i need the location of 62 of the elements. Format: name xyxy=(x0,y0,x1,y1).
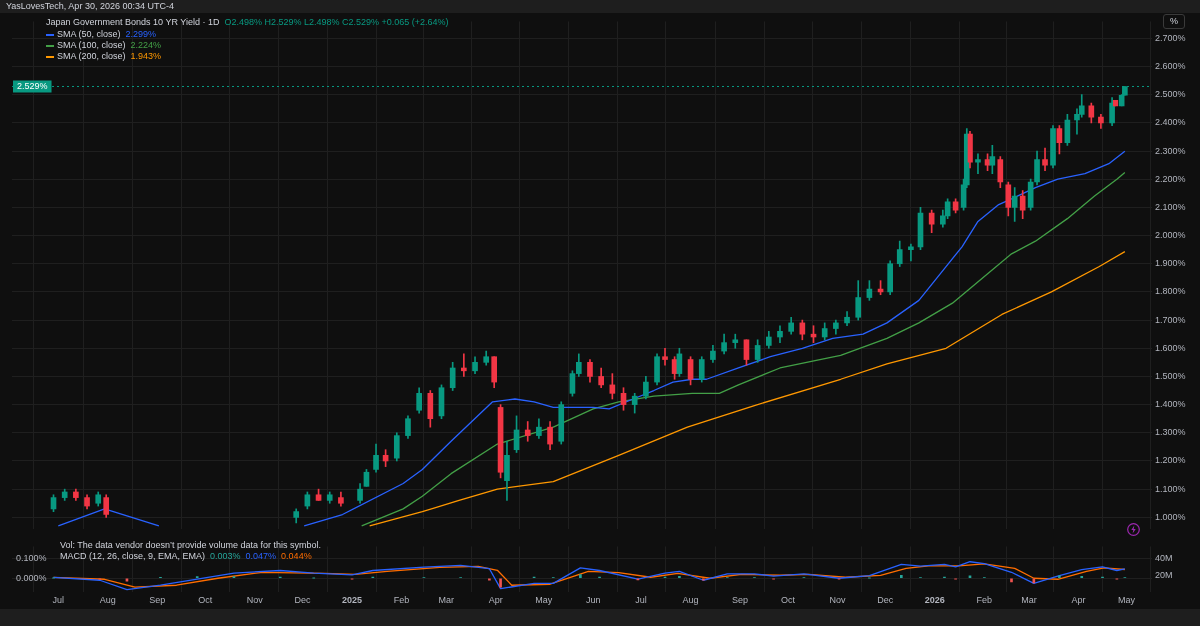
legend-label: SMA (200, close) xyxy=(57,51,126,61)
y-tick-label: 2.200% xyxy=(1155,173,1186,184)
ref-line-label: 2.529% xyxy=(17,80,48,91)
annotation: O2.498% H2.529% L2.498% C2.529% +0.065 (+2.64%) xyxy=(224,17,449,27)
x-tick-label: Dec xyxy=(877,595,894,606)
x-tick-label: Apr xyxy=(1071,595,1086,606)
y-tick-label: 2.400% xyxy=(1155,117,1186,128)
x-tick-label: Apr xyxy=(488,595,503,606)
y-tick-label: 1.700% xyxy=(1155,314,1186,325)
y2-tick-label: 20M xyxy=(1155,570,1173,581)
x-tick-label: Jun xyxy=(585,595,601,606)
y-tick-label: 2.300% xyxy=(1155,145,1186,156)
chart-subtitle: Vol: The data vendor doesn’t provide volume data for this symbol. xyxy=(60,540,321,551)
candlestick xyxy=(1112,99,1119,107)
x-tick-label: Jul xyxy=(635,595,647,606)
y-tick-label: 2.500% xyxy=(1155,89,1186,100)
y-tick-label: 1.600% xyxy=(1155,342,1186,353)
y-tick-label: 1.000% xyxy=(1155,511,1186,522)
x-tick-label: Mar xyxy=(1021,595,1037,606)
x-tick-label: Oct xyxy=(780,595,796,606)
y-tick-label: 1.100% xyxy=(1155,483,1186,494)
x-tick-label: Feb xyxy=(976,595,993,606)
x-tick-label: Nov xyxy=(246,595,264,606)
y-tick-label: 1.200% xyxy=(1155,455,1186,466)
annotation: 2.299% xyxy=(125,29,157,39)
annotation: 0.044% xyxy=(281,551,312,561)
y-tick-label: 1.400% xyxy=(1155,399,1186,410)
chart-subtitle: YasLovesTech, Apr 30, 2026 00:34 UTC-4 xyxy=(6,1,174,11)
y2-tick-label: 40M xyxy=(1155,553,1173,564)
x-tick-label: Dec xyxy=(294,595,312,606)
y-tick-label: 2.000% xyxy=(1155,230,1186,241)
y-tick-label: 2.700% xyxy=(1155,32,1186,43)
y-tick-label: 1.500% xyxy=(1155,370,1186,381)
x-tick-label: Feb xyxy=(393,595,410,606)
text: MACD (12, 26, close, 9, EMA, EMA) xyxy=(60,551,206,561)
x-tick-label: Sep xyxy=(149,595,166,606)
x-tick-label: May xyxy=(1117,595,1136,606)
annotation: 0.047% xyxy=(245,551,277,561)
x-tick-label: 2025 xyxy=(342,595,363,606)
x-tick-label: May xyxy=(535,595,553,606)
x-tick-label: Jul xyxy=(52,595,65,606)
legend-label: SMA (50, close) xyxy=(57,29,121,39)
annotation: 2.224% xyxy=(130,40,162,50)
x-tick-label: Aug xyxy=(99,595,116,606)
x-tick-label: Nov xyxy=(829,595,846,606)
y-tick-label: 1.300% xyxy=(1155,427,1186,438)
x-tick-label: Aug xyxy=(682,595,699,606)
y-tick-label: 1.800% xyxy=(1155,286,1186,297)
x-tick-label: Oct xyxy=(198,595,213,606)
x-tick-label: Sep xyxy=(732,595,749,606)
x-tick-label: Mar xyxy=(438,595,455,606)
y-tick-label: 1.900% xyxy=(1155,258,1186,269)
annotation: 1.943% xyxy=(130,51,162,61)
y-tick-label: 2.600% xyxy=(1155,60,1186,71)
chart-title: Japan Government Bonds 10 YR Yield · 1D xyxy=(46,17,220,27)
legend-label: SMA (100, close) xyxy=(57,40,126,50)
y-tick-label: 0.100% xyxy=(16,552,47,563)
y-tick-label: 0.000% xyxy=(16,572,47,583)
annotation: 0.003% xyxy=(210,551,241,561)
y-axis-title: % xyxy=(1163,14,1186,29)
y-tick-label: 2.100% xyxy=(1155,201,1186,212)
x-tick-label: 2026 xyxy=(924,595,945,606)
